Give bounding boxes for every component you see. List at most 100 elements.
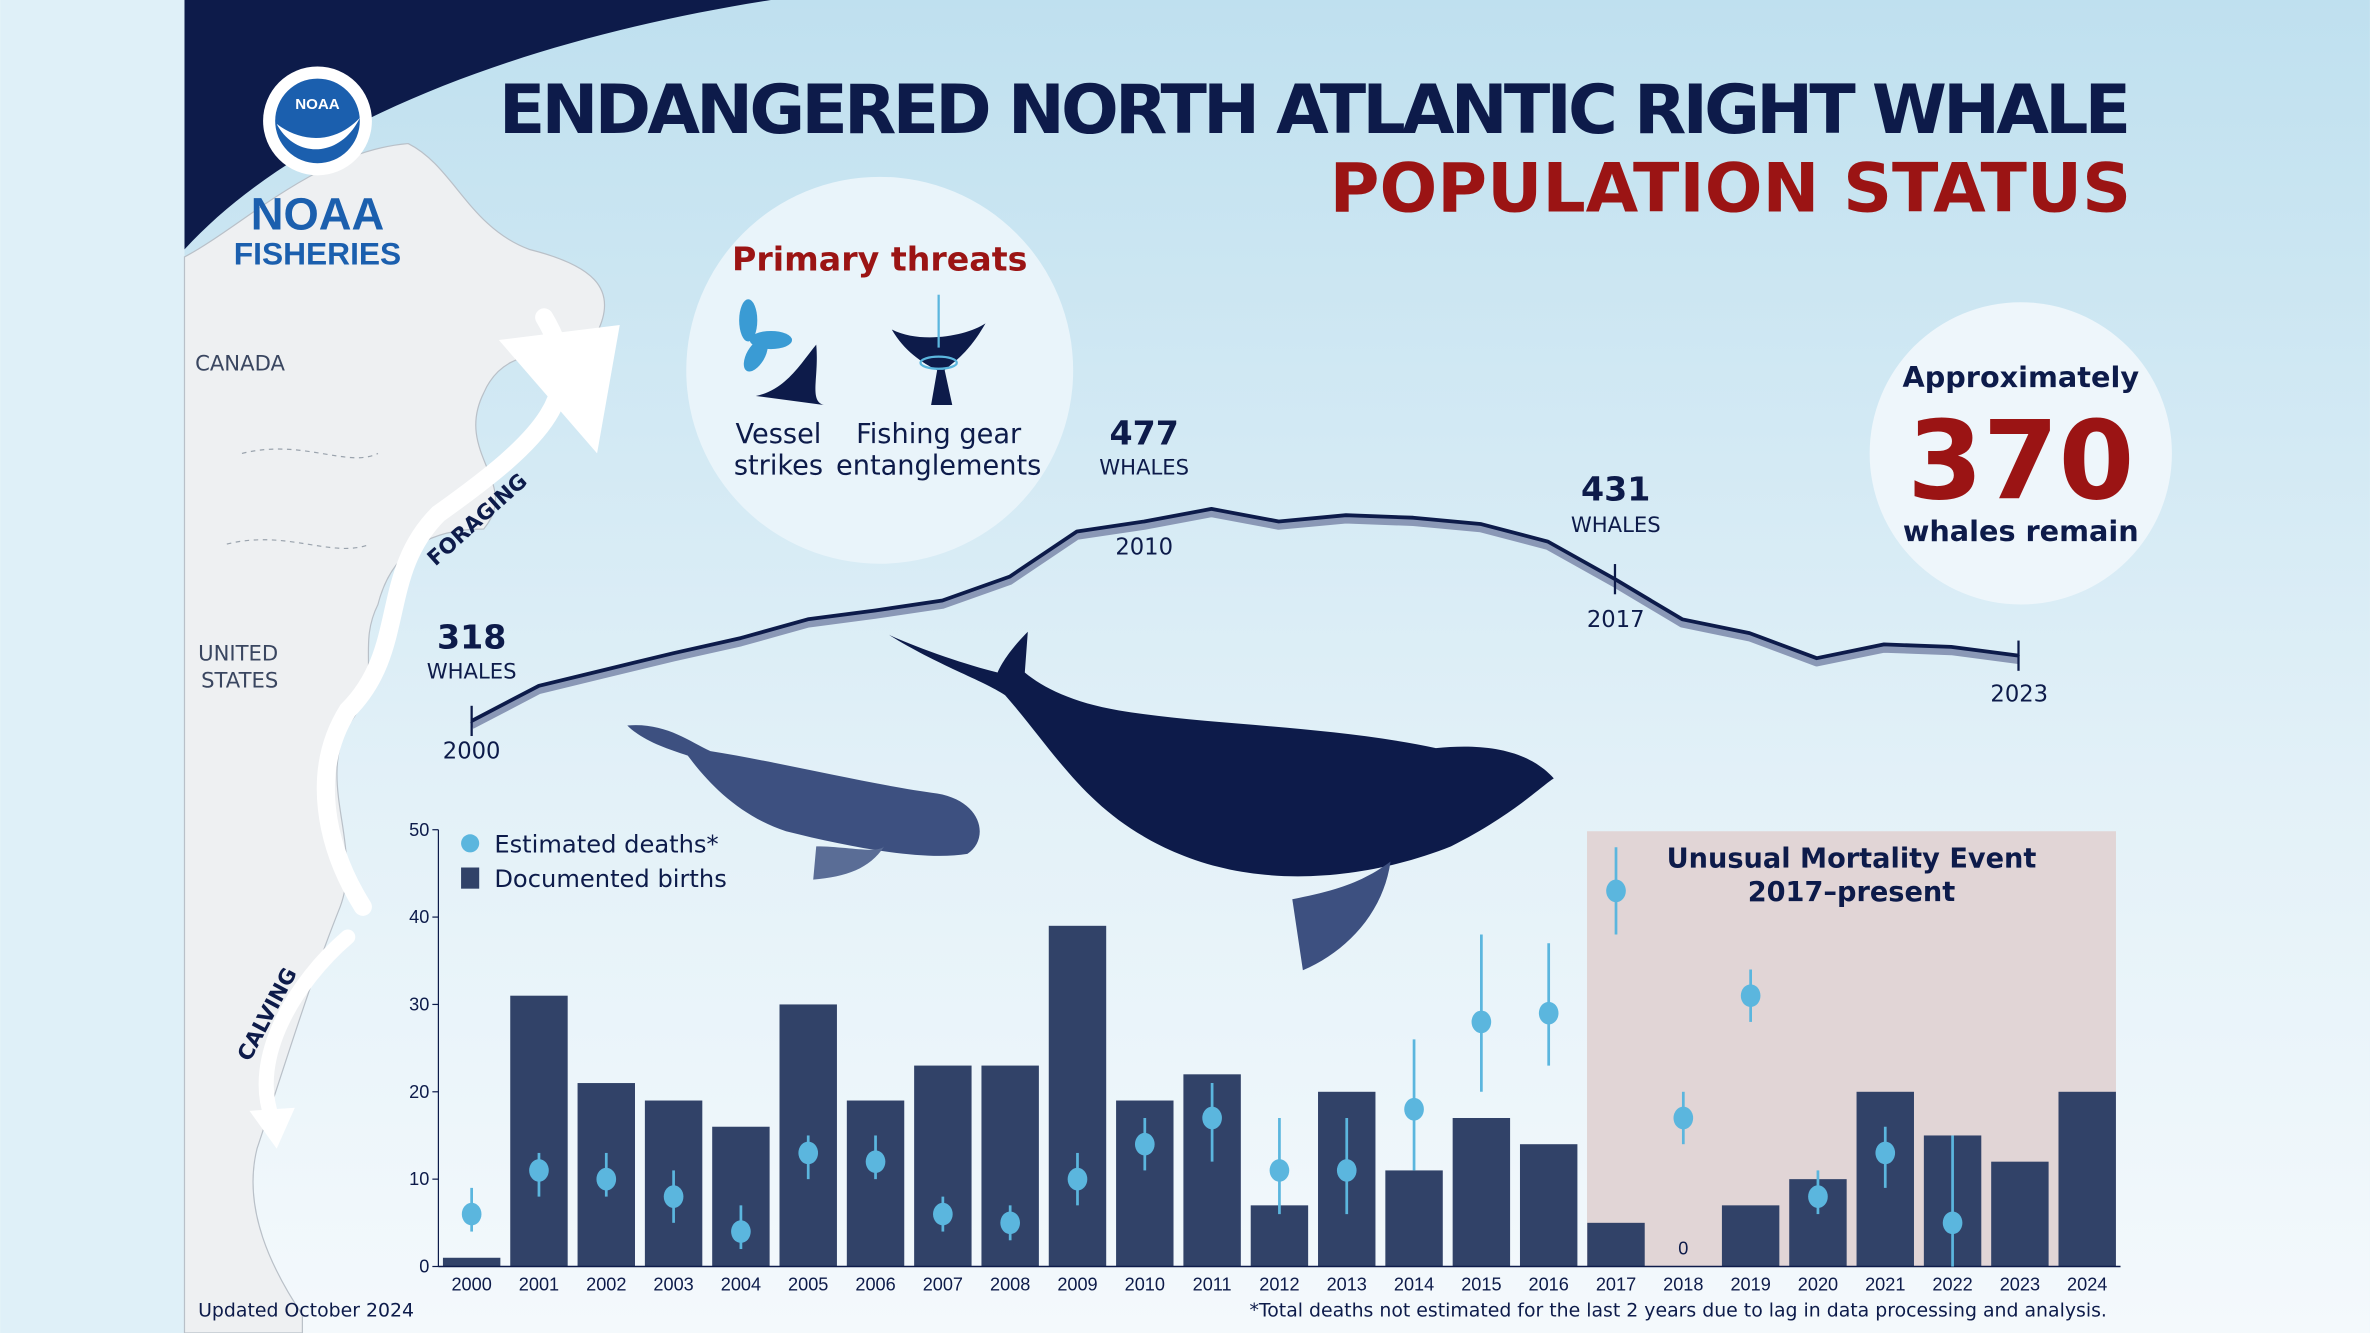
birth-bar [510,995,568,1267]
x-tick-label: 2016 [1529,1275,1569,1295]
population-point [1412,516,1415,519]
x-tick-label: 2012 [1259,1275,1299,1295]
whales-remaining-panel: Approximately 370 whales remain [1869,302,2172,605]
map-border [226,448,379,550]
map-land [183,142,606,1333]
ume-dates: 2017–present [1748,877,1956,908]
logo-fisheries-text: FISHERIES [234,235,401,271]
logo-noaa-text: NOAA [251,189,384,240]
birth-bar [1250,1205,1309,1267]
map-label-us-1: UNITED [198,640,278,665]
death-estimate-point [1202,1106,1222,1130]
birth-bar [1721,1205,1780,1267]
x-tick-label: 2011 [1193,1275,1232,1295]
threat-vessel-line1: Vessel [736,419,822,450]
remaining-prefix: Approximately [1902,360,2139,394]
x-tick-label: 2003 [653,1275,693,1295]
x-tick-label: 2022 [1932,1275,1972,1295]
population-labels: 318 WHALES 2000 477 WHALES 2010 431 WHAL… [427,413,2048,764]
ume-title: Unusual Mortality Event [1667,844,2037,875]
y-tick-label: 30 [409,994,429,1014]
death-estimate-point [529,1159,549,1182]
x-tick-label: 2010 [1125,1275,1165,1295]
death-estimate-point [461,1202,482,1226]
death-estimate-point [731,1220,751,1243]
population-point [1681,618,1684,621]
svg-text:NOAA: NOAA [295,96,340,113]
calving-arrowhead-icon [249,1107,295,1149]
legend-births-swatch [461,867,480,889]
pop-label-value: 431 [1581,469,1650,508]
noaa-logo: NOAA NOAA FISHERIES [234,66,401,271]
pop-label-year: 2017 [1587,607,1645,633]
death-estimate-point [933,1202,953,1226]
population-point [1142,520,1146,523]
population-point [1075,530,1079,533]
population-line [470,507,2019,723]
threat-vessel-line2: strikes [734,451,823,482]
birth-bar [1991,1161,2049,1267]
y-tick-label: 50 [409,820,429,840]
population-point [672,651,675,655]
chart-legend: Estimated deaths* Documented births [461,830,727,893]
birth-bar [1519,1144,1578,1267]
population-point [739,636,742,640]
small-whale-illustration [627,725,980,880]
pop-label-year: 2010 [1115,535,1173,561]
threat-fishing-line1: Fishing gear [856,419,1022,450]
population-point [806,618,810,621]
threat-fishing-line2: entanglements [836,451,1041,482]
population-point [1882,643,1886,646]
pop-label-unit: WHALES [427,659,517,684]
foraging-arrow [316,308,571,916]
death-estimate-point [798,1141,819,1165]
birth-bar [2058,1091,2116,1267]
birth-bar [846,1100,905,1267]
updated-date: Updated October 2024 [198,1299,414,1321]
x-tick-label: 2005 [788,1275,828,1295]
large-whale-illustration [888,631,1554,971]
x-tick-label: 2024 [2067,1275,2107,1295]
pop-label-year: 2000 [443,739,501,765]
x-tick-label: 2009 [1057,1275,1097,1295]
x-tick-label: 2006 [855,1275,895,1295]
death-estimate-point [1942,1211,1963,1235]
y-tick-label: 0 [419,1257,429,1277]
population-point [1950,645,1953,649]
footnote: *Total deaths not estimated for the last… [1249,1299,2106,1321]
population-point [873,609,877,612]
pop-label-unit: WHALES [1099,455,1189,480]
legend-births-label: Documented births [494,865,727,893]
x-tick-label: 2019 [1730,1275,1770,1295]
population-point [1479,522,1482,526]
x-tick-label: 2004 [721,1275,761,1295]
death-estimate-point [1673,1106,1694,1130]
primary-threats-panel: Primary threats Vessel strikes Fishing g… [686,176,1074,564]
x-tick-label: 2002 [586,1275,626,1295]
population-uncertainty-band [469,509,2019,729]
threats-title: Primary threats [732,240,1027,279]
population-line-chart [469,507,2020,737]
x-tick-label: 2000 [451,1275,491,1295]
population-point [941,599,944,602]
births-deaths-chart: 0 10 20 30 40 50 2000 2001 2002 2003 2004 2005 2006 2… [409,820,2121,1295]
population-point [1815,656,1818,660]
map-label-us-2: STATES [201,668,278,693]
x-tick-label: 2021 [1865,1275,1905,1295]
birth-bar [1385,1170,1443,1267]
population-point [1008,575,1011,578]
x-tick-label: 2014 [1394,1275,1434,1295]
death-estimate-point [596,1167,617,1191]
population-point [1748,631,1751,635]
y-tick-label: 20 [409,1082,429,1102]
x-tick-label: 2015 [1461,1275,1501,1295]
title-line-2: POPULATION STATUS [1330,150,2131,229]
birth-bar [1587,1222,1645,1267]
corner-swoosh [184,0,771,250]
x-tick-label: 2007 [923,1275,963,1295]
pop-label-value: 318 [437,617,506,656]
death-estimate-point [1875,1141,1896,1165]
death-estimate-point [1336,1159,1357,1182]
death-estimate-point [1067,1167,1088,1191]
